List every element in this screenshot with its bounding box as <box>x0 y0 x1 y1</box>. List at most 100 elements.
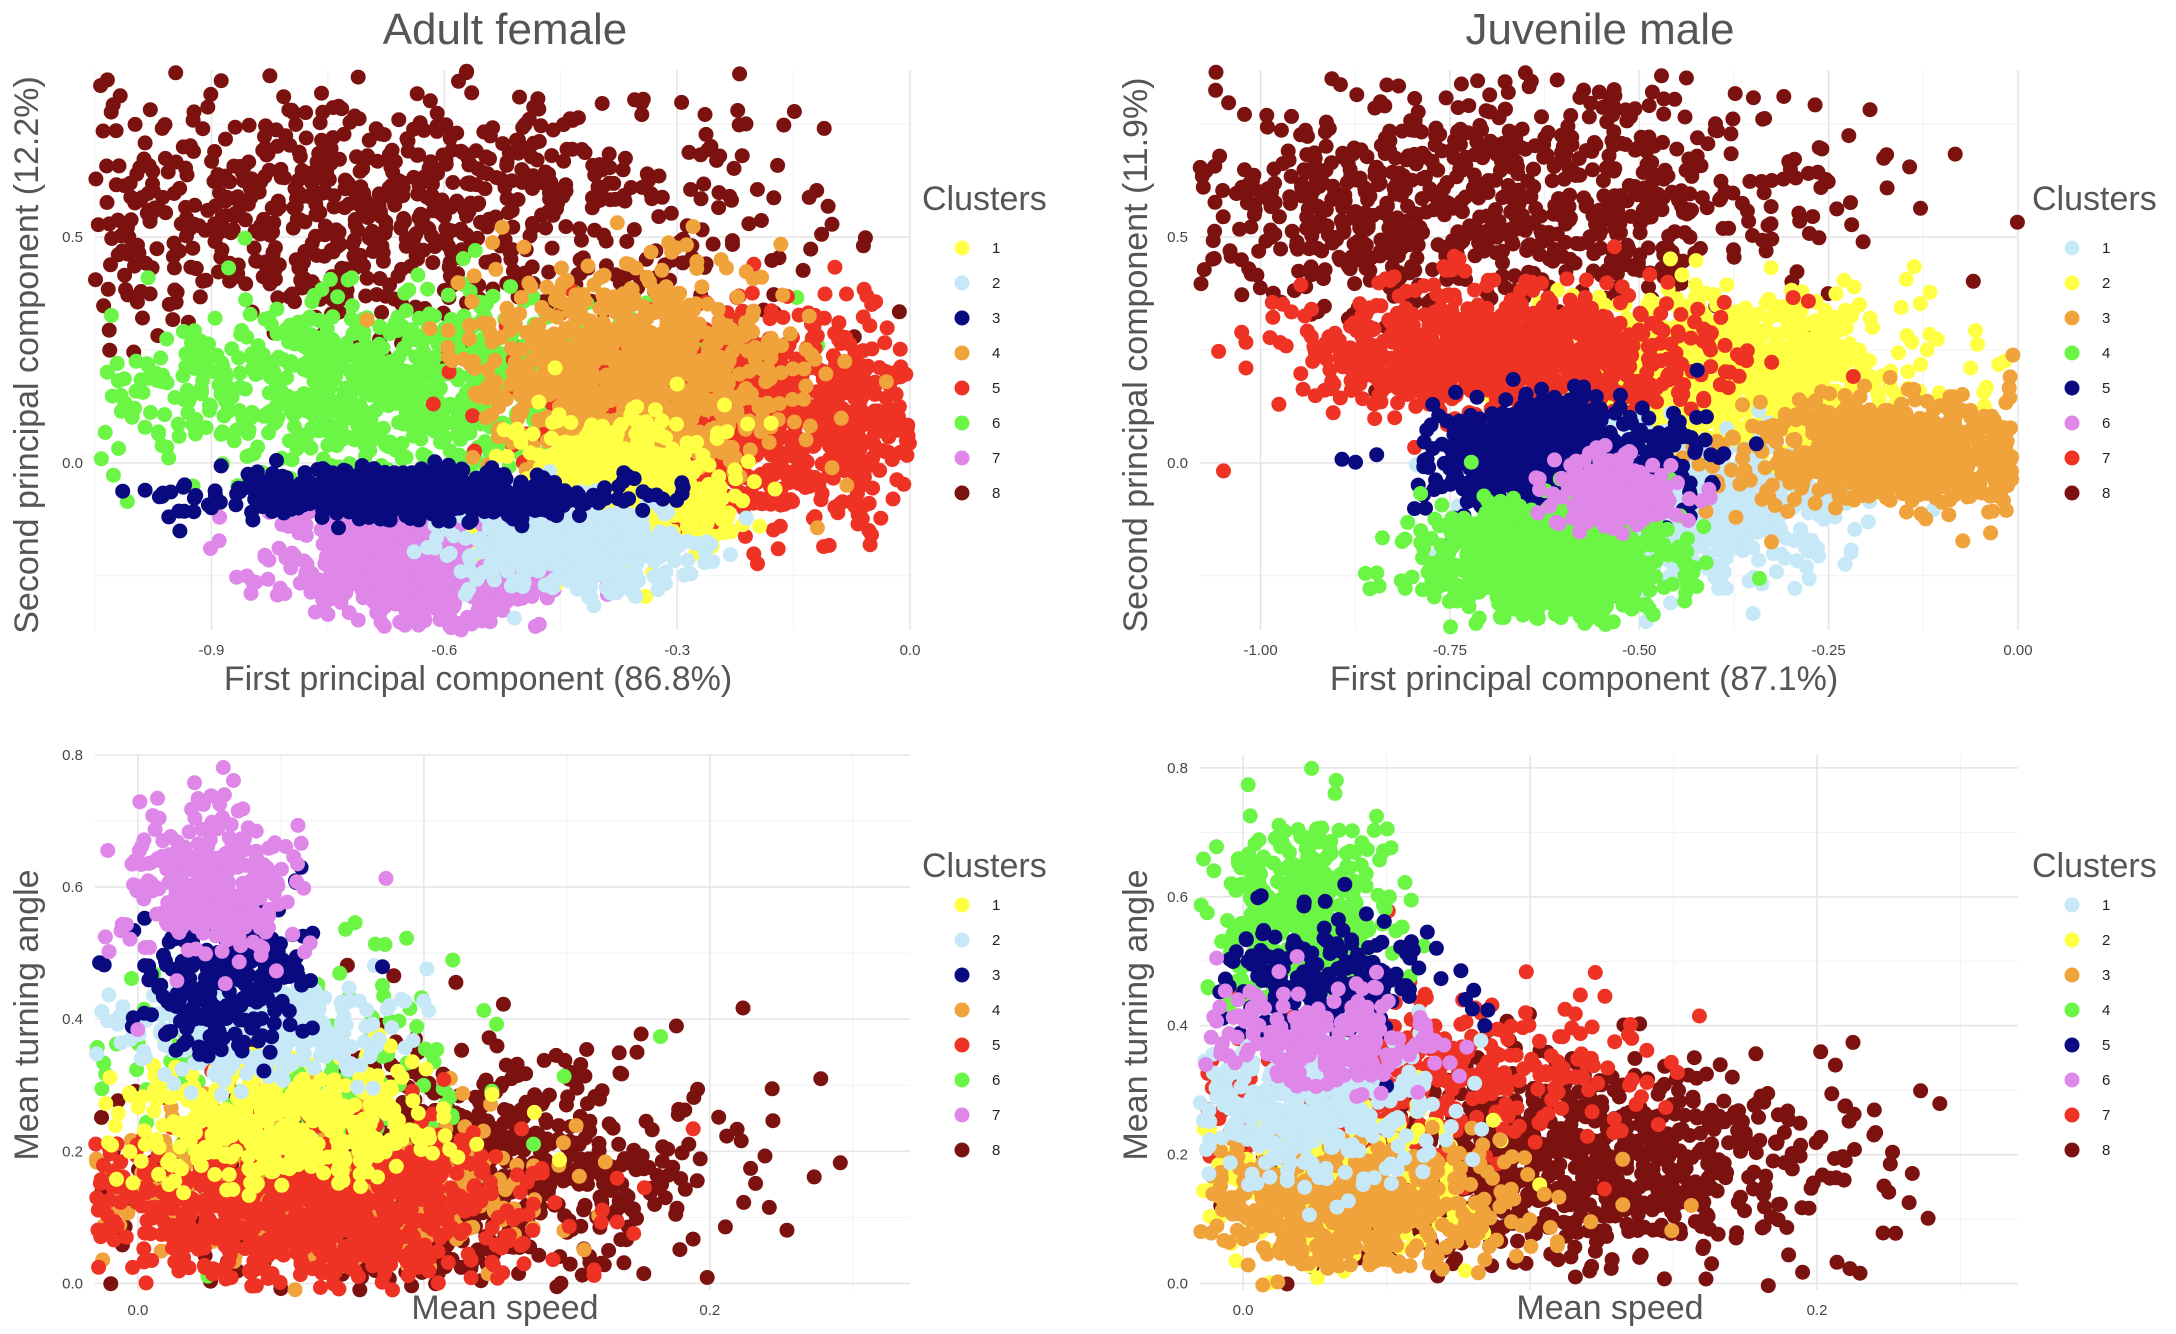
data-point <box>298 517 314 533</box>
data-point <box>827 499 843 515</box>
data-point <box>354 582 370 598</box>
data-point <box>462 175 478 191</box>
data-point <box>349 149 364 165</box>
data-point <box>178 199 194 215</box>
data-point <box>105 467 121 483</box>
data-point <box>524 181 540 196</box>
data-point <box>891 399 907 415</box>
data-point <box>248 253 264 269</box>
data-point <box>241 117 257 133</box>
data-point <box>291 260 307 276</box>
data-point <box>558 183 574 199</box>
data-point <box>182 138 198 154</box>
data-point <box>531 101 547 117</box>
data-point <box>99 72 115 88</box>
data-point <box>556 153 572 169</box>
data-point <box>881 411 897 427</box>
data-point <box>602 392 618 408</box>
data-point <box>316 601 331 616</box>
data-point <box>191 218 207 234</box>
data-point <box>200 202 216 218</box>
data-point <box>479 219 495 235</box>
data-point <box>687 376 703 392</box>
data-point <box>538 220 554 236</box>
data-point <box>773 236 789 252</box>
data-point <box>529 347 545 363</box>
data-point <box>235 410 251 426</box>
data-point <box>606 175 622 191</box>
data-point <box>634 107 650 123</box>
data-point <box>624 282 640 297</box>
data-point <box>726 160 742 176</box>
data-point <box>634 179 650 195</box>
data-point <box>329 225 345 241</box>
data-point <box>827 392 843 408</box>
data-point <box>730 103 746 118</box>
data-point <box>365 198 381 214</box>
data-point <box>345 368 361 384</box>
data-point <box>592 300 608 316</box>
data-point <box>814 226 830 242</box>
data-point <box>218 131 233 147</box>
data-point <box>404 322 420 338</box>
data-point <box>752 518 768 534</box>
data-point <box>861 495 877 511</box>
data-point <box>770 541 786 557</box>
data-point <box>639 269 655 285</box>
data-point <box>154 120 170 136</box>
data-point <box>524 216 540 231</box>
data-point <box>694 485 710 501</box>
data-point <box>422 93 438 109</box>
data-point <box>257 168 273 184</box>
data-point <box>658 430 674 446</box>
data-point <box>879 320 895 336</box>
data-point <box>346 432 362 448</box>
data-point <box>438 221 454 237</box>
data-point <box>88 272 103 288</box>
data-point <box>330 289 346 305</box>
data-point <box>213 73 229 89</box>
data-point <box>206 173 222 189</box>
data-point <box>111 158 127 174</box>
data-point <box>303 440 319 456</box>
data-point <box>336 126 352 142</box>
data-point <box>440 348 456 364</box>
data-point <box>376 391 392 407</box>
data-point <box>538 164 553 180</box>
data-point <box>277 396 293 412</box>
data-point <box>679 518 695 534</box>
data-point <box>552 435 568 451</box>
data-point <box>401 407 417 423</box>
data-point <box>460 609 475 625</box>
data-point <box>858 361 874 377</box>
data-point <box>304 294 320 310</box>
data-point <box>312 359 328 375</box>
data-point <box>710 373 726 389</box>
data-point <box>137 419 153 435</box>
data-point <box>511 404 527 420</box>
data-point <box>145 163 161 179</box>
data-point <box>697 107 713 122</box>
data-point <box>192 289 208 305</box>
data-point <box>270 200 285 216</box>
data-point <box>283 560 299 576</box>
data-point <box>257 311 273 327</box>
data-point <box>415 209 431 225</box>
data-point <box>129 294 145 310</box>
data-point <box>238 292 254 308</box>
data-point <box>90 217 106 233</box>
data-point <box>510 192 526 208</box>
panel-title: Adult female <box>383 5 628 54</box>
data-point <box>276 89 292 105</box>
data-point <box>663 205 679 221</box>
data-point <box>580 258 596 274</box>
data-point <box>499 191 515 206</box>
data-point <box>534 300 550 315</box>
data-point <box>873 510 889 526</box>
data-point <box>784 392 800 407</box>
data-point <box>449 125 465 141</box>
data-point <box>360 210 376 226</box>
data-point <box>796 361 812 377</box>
data-point <box>724 233 740 249</box>
data-point <box>714 511 730 527</box>
